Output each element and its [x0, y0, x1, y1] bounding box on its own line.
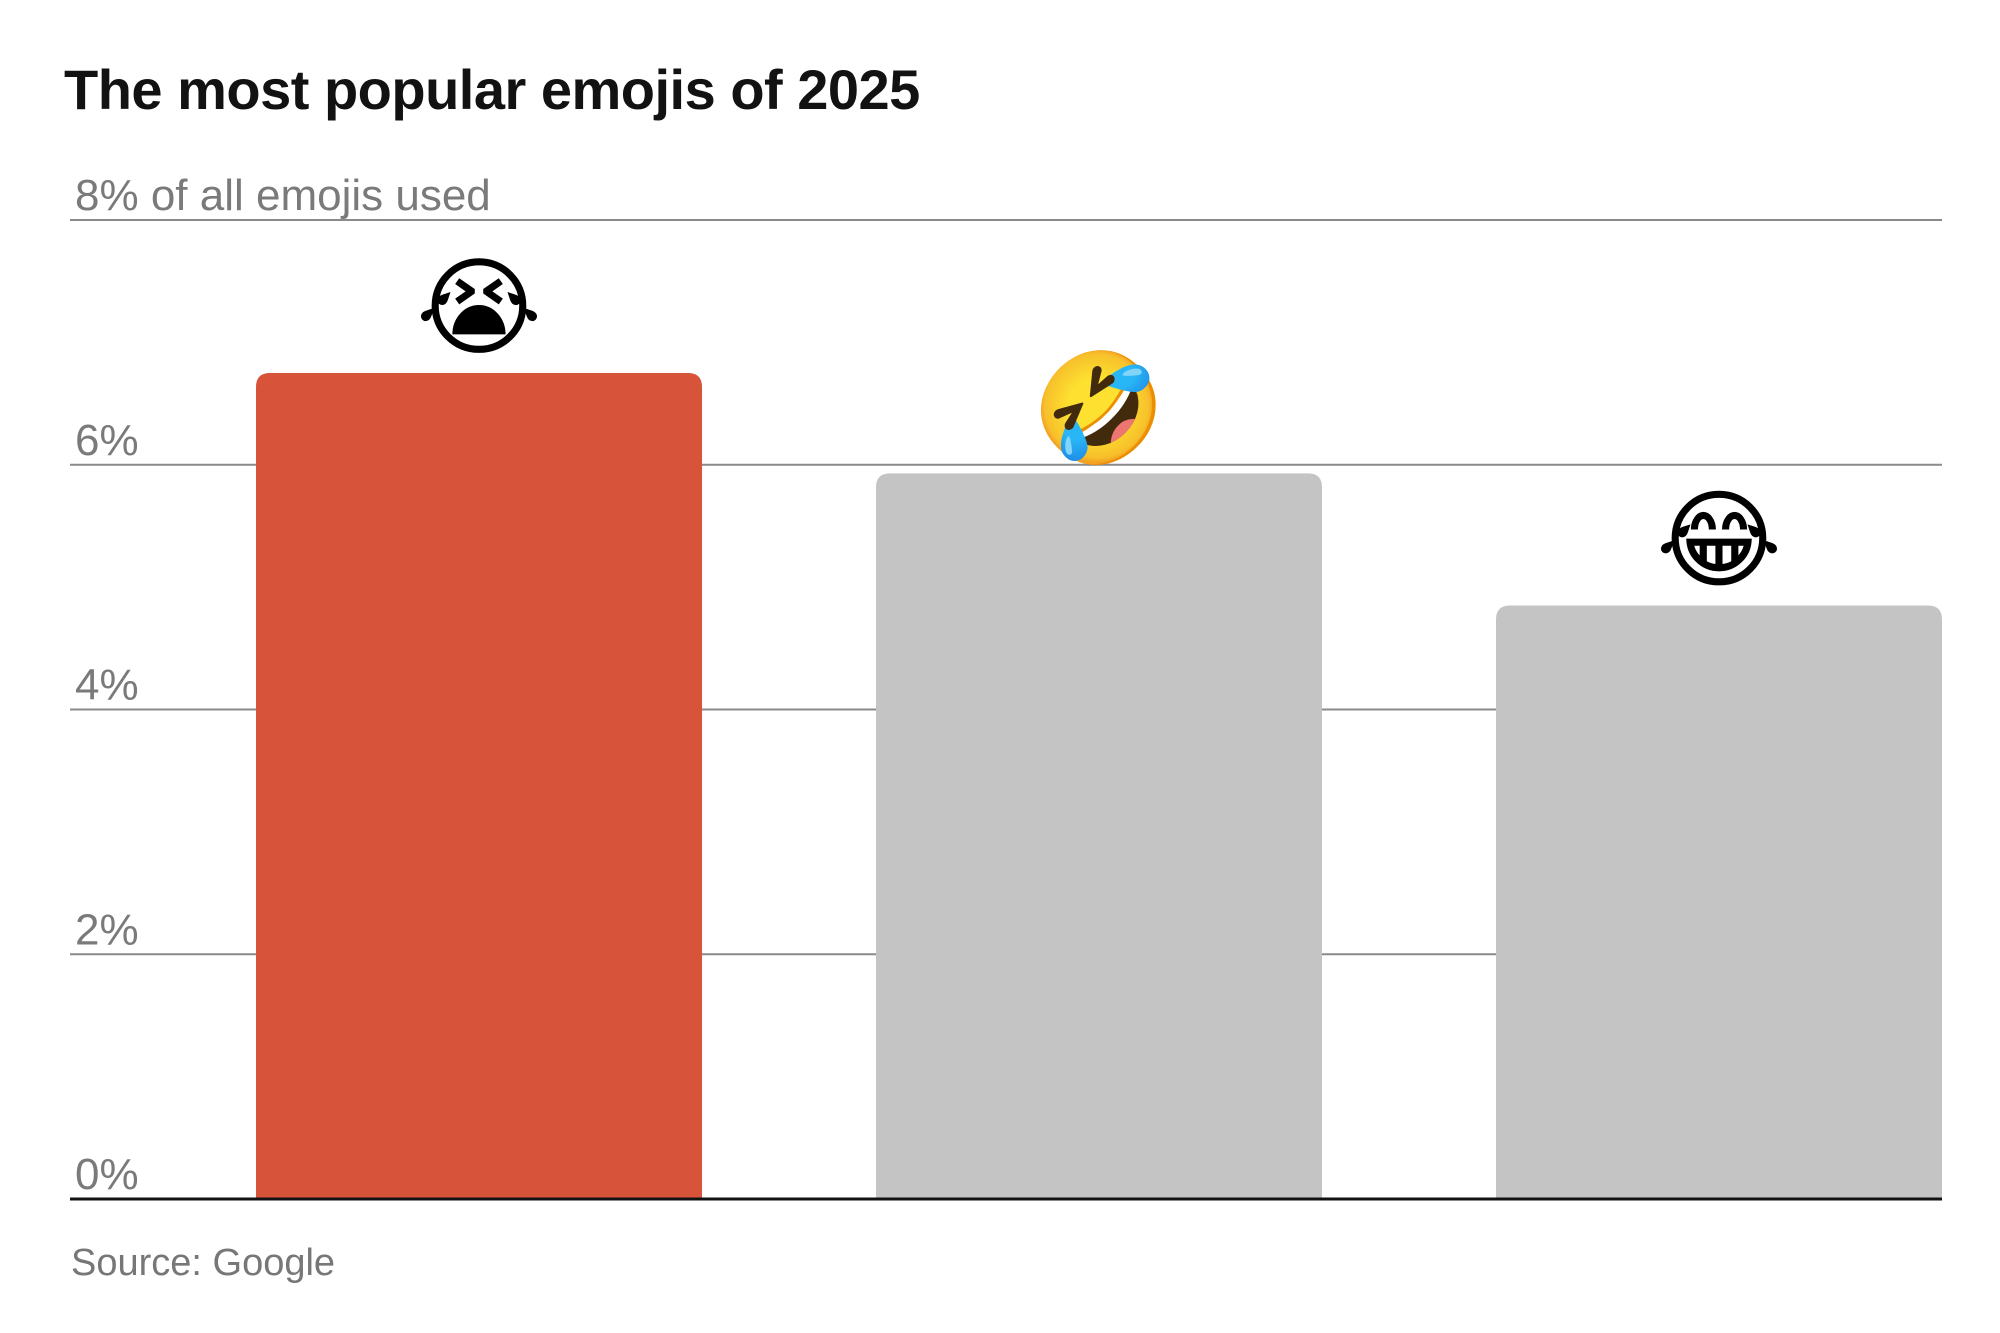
y-tick-labels: 0% 2% 4% 6% 8% of all emojis used [75, 171, 491, 1199]
bar-emoji-label-2: 🤣 [1028, 347, 1166, 476]
chart-title: The most popular emojis of 2025 [64, 58, 920, 121]
bars [256, 372, 1942, 1199]
bar-emoji-label-1: 😭 [416, 247, 542, 368]
chart-source: Source: Google [71, 1242, 336, 1284]
bar-emoji-label-3: 😂 [1656, 479, 1782, 600]
y-tick-label: 2% [75, 905, 139, 954]
bar-emoji-labels: 😭 🤣 😂 [416, 247, 1782, 601]
bar-3 [1496, 605, 1942, 1199]
y-tick-label: 8% of all emojis used [75, 171, 491, 220]
y-tick-label: 0% [75, 1150, 139, 1199]
bar-2 [876, 473, 1322, 1199]
bar-1 [256, 372, 702, 1199]
y-tick-label: 6% [75, 416, 139, 465]
y-tick-label: 4% [75, 661, 139, 710]
